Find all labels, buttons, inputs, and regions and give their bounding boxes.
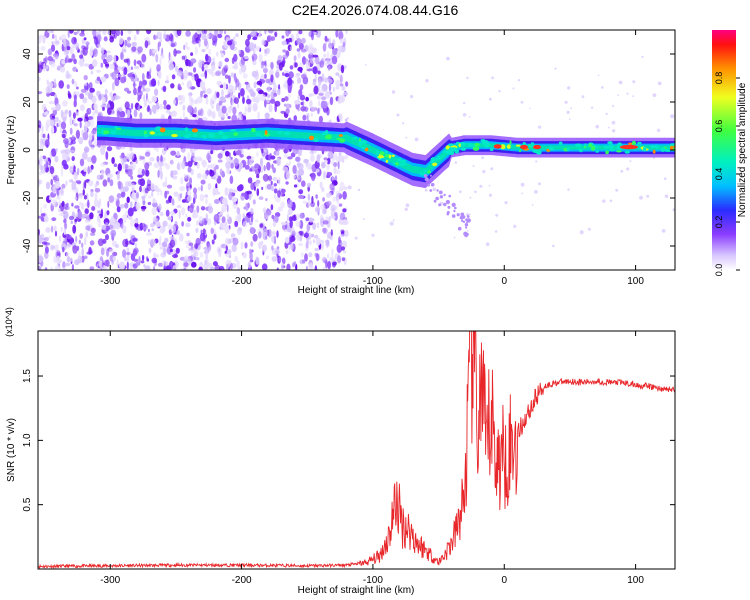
spectrogram-y-tick-label: 40	[22, 48, 33, 60]
spectrogram-y-tick-label: -20	[22, 190, 33, 205]
spectrogram-x-tick-label: -100	[363, 276, 383, 287]
snr-chart: -300 -200 -100 0 100 0.5 1.0 1.5 (x10^4) Height…	[4, 307, 676, 596]
spectrogram-y-axis-label: Frequency (Hz)	[6, 116, 17, 185]
colorbar-tick-label: 0.6	[714, 120, 724, 133]
snr-x-tick-label: -300	[100, 575, 120, 586]
snr-y-tick-label: 0.5	[22, 497, 33, 511]
snr-y-tick-label: 1.5	[22, 369, 33, 383]
snr-y-axis-label: SNR (10 * v/v)	[6, 418, 17, 482]
colorbar-label: Normalized spectral amplitude	[737, 82, 748, 217]
spectrogram-x-tick-label: 100	[627, 276, 644, 287]
snr-x-tick-label: 100	[627, 575, 644, 586]
snr-series-line	[38, 331, 675, 569]
spectrogram-x-tick-label: -200	[232, 276, 252, 287]
colorbar-tick-label: 0.0	[714, 264, 724, 277]
snr-plot-area	[38, 331, 675, 569]
snr-x-tick-label: -200	[232, 575, 252, 586]
spectrogram-y-tick-label: -40	[22, 238, 33, 253]
spectrogram-y-tick-label: 20	[22, 96, 33, 108]
spectrogram-y-tick-label: 0	[22, 147, 33, 153]
chart-title: C2E4.2026.074.08.44.G16	[291, 2, 459, 18]
snr-y-tick-label: 1.0	[22, 433, 33, 447]
snr-x-axis-label: Height of straight line (km)	[298, 585, 415, 596]
colorbar-tick-label: 0.8	[714, 72, 724, 85]
snr-y-multiplier: (x10^4)	[4, 307, 14, 337]
spectrogram-x-tick-label: -300	[100, 276, 120, 287]
snr-x-tick-label: -100	[363, 575, 383, 586]
colorbar	[712, 30, 736, 270]
snr-x-tick-label: 0	[501, 575, 507, 586]
colorbar-tick-label: 0.2	[714, 216, 724, 229]
spectrogram-x-axis-label: Height of straight line (km)	[298, 285, 415, 296]
spectrogram-x-tick-label: 0	[501, 276, 507, 287]
colorbar-tick-label: 0.4	[714, 168, 724, 181]
